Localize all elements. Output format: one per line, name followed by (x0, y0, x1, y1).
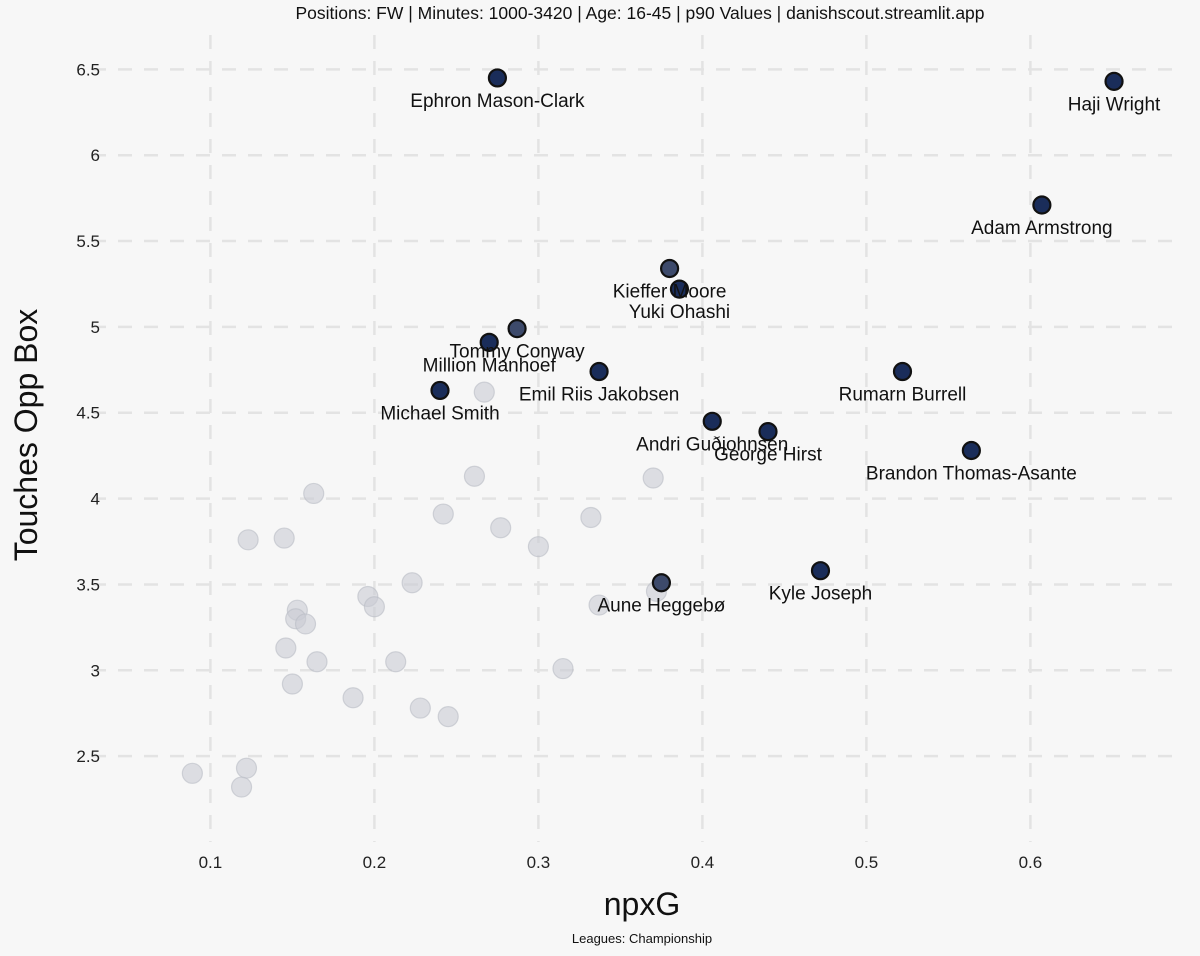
x-tick-label: 0.3 (527, 853, 551, 872)
player-point (961, 440, 981, 461)
player-label: Andri Guðjohnsen (636, 434, 788, 455)
player-point (810, 561, 831, 581)
player-label: Tommy Conway (450, 342, 586, 363)
player-point (892, 361, 913, 382)
y-tick-label: 2.5 (76, 747, 100, 766)
player-point (479, 332, 499, 352)
y-tick-label: 4.5 (76, 404, 100, 423)
point-labels: Ephron Mason-Clark Haji Wright Adam Armstr… (380, 91, 1161, 617)
player-label: Emil Riis Jakobsen (519, 385, 680, 406)
y-tick-label: 5.5 (76, 232, 100, 251)
background-point (473, 381, 495, 403)
x-tick-label: 0.2 (363, 853, 387, 872)
background-point (181, 762, 203, 784)
background-point (588, 594, 610, 616)
player-label: Adam Armstrong (971, 218, 1113, 239)
x-tick-label: 0.5 (855, 853, 879, 872)
player-label: Ephron Mason-Clark (410, 91, 585, 112)
player-point (659, 258, 680, 279)
player-label: Rumarn Burrell (839, 385, 967, 406)
background-point (273, 527, 295, 549)
player-label: Kyle Joseph (769, 584, 873, 605)
y-tick-label: 3 (91, 661, 100, 680)
background-point (432, 503, 454, 525)
background-point (580, 506, 602, 529)
y-tick-label: 4 (91, 490, 100, 509)
x-tick-label: 0.6 (1019, 853, 1043, 872)
background-point (294, 613, 317, 635)
background-point (281, 673, 303, 695)
background-point (385, 651, 407, 673)
background-point (303, 482, 325, 505)
player-label: Haji Wright (1068, 94, 1161, 115)
player-point (1032, 195, 1052, 215)
player-point (507, 319, 527, 339)
y-tick-label: 6 (91, 146, 100, 165)
background-point (401, 572, 423, 594)
background-point (409, 697, 431, 719)
player-point (430, 380, 450, 401)
grid-lines (92, 35, 1178, 842)
x-axis-ticks: 0.1 0.2 0.3 0.4 0.5 0.6 (199, 853, 1043, 872)
background-point (642, 467, 664, 489)
x-tick-label: 0.1 (199, 853, 223, 872)
player-label: Aune Heggebø (597, 596, 725, 617)
player-point (589, 361, 609, 382)
background-point (463, 465, 486, 487)
player-label: Kieffer Moore (613, 282, 727, 303)
background-point (552, 657, 574, 680)
background-point (306, 651, 328, 673)
background-points (181, 381, 668, 798)
player-point (1104, 71, 1124, 91)
player-point (702, 411, 722, 431)
player-point (758, 422, 778, 442)
background-point (490, 517, 512, 539)
player-point (487, 68, 507, 88)
player-point (669, 279, 690, 299)
background-point (237, 529, 259, 551)
y-tick-label: 3.5 (76, 575, 100, 594)
background-point (230, 776, 253, 798)
background-point (235, 757, 258, 779)
x-axis-title: npxG (604, 886, 680, 922)
x-tick-label: 0.4 (691, 853, 715, 872)
y-tick-label: 6.5 (76, 60, 100, 79)
chart-caption: Leagues: Championship (572, 931, 712, 946)
player-label: Million Manhoef (423, 355, 557, 376)
player-label: Yuki Ohashi (629, 302, 730, 323)
player-label: George Hirst (714, 445, 822, 466)
player-point (651, 573, 672, 593)
background-point (363, 596, 385, 618)
background-point (342, 687, 364, 709)
y-tick-label: 5 (91, 318, 100, 337)
y-axis-title: Touches Opp Box (8, 309, 44, 562)
highlighted-points (430, 68, 1124, 593)
player-label: Michael Smith (380, 403, 499, 424)
background-point (527, 536, 550, 558)
player-label: Brandon Thomas-Asante (866, 464, 1077, 485)
chart-title: Positions: FW | Minutes: 1000-3420 | Age… (295, 3, 984, 23)
y-axis-ticks: 2.5 3 3.5 4 4.5 5 5.5 6 6.5 (76, 60, 100, 766)
background-point (275, 637, 297, 659)
background-point (437, 706, 459, 728)
